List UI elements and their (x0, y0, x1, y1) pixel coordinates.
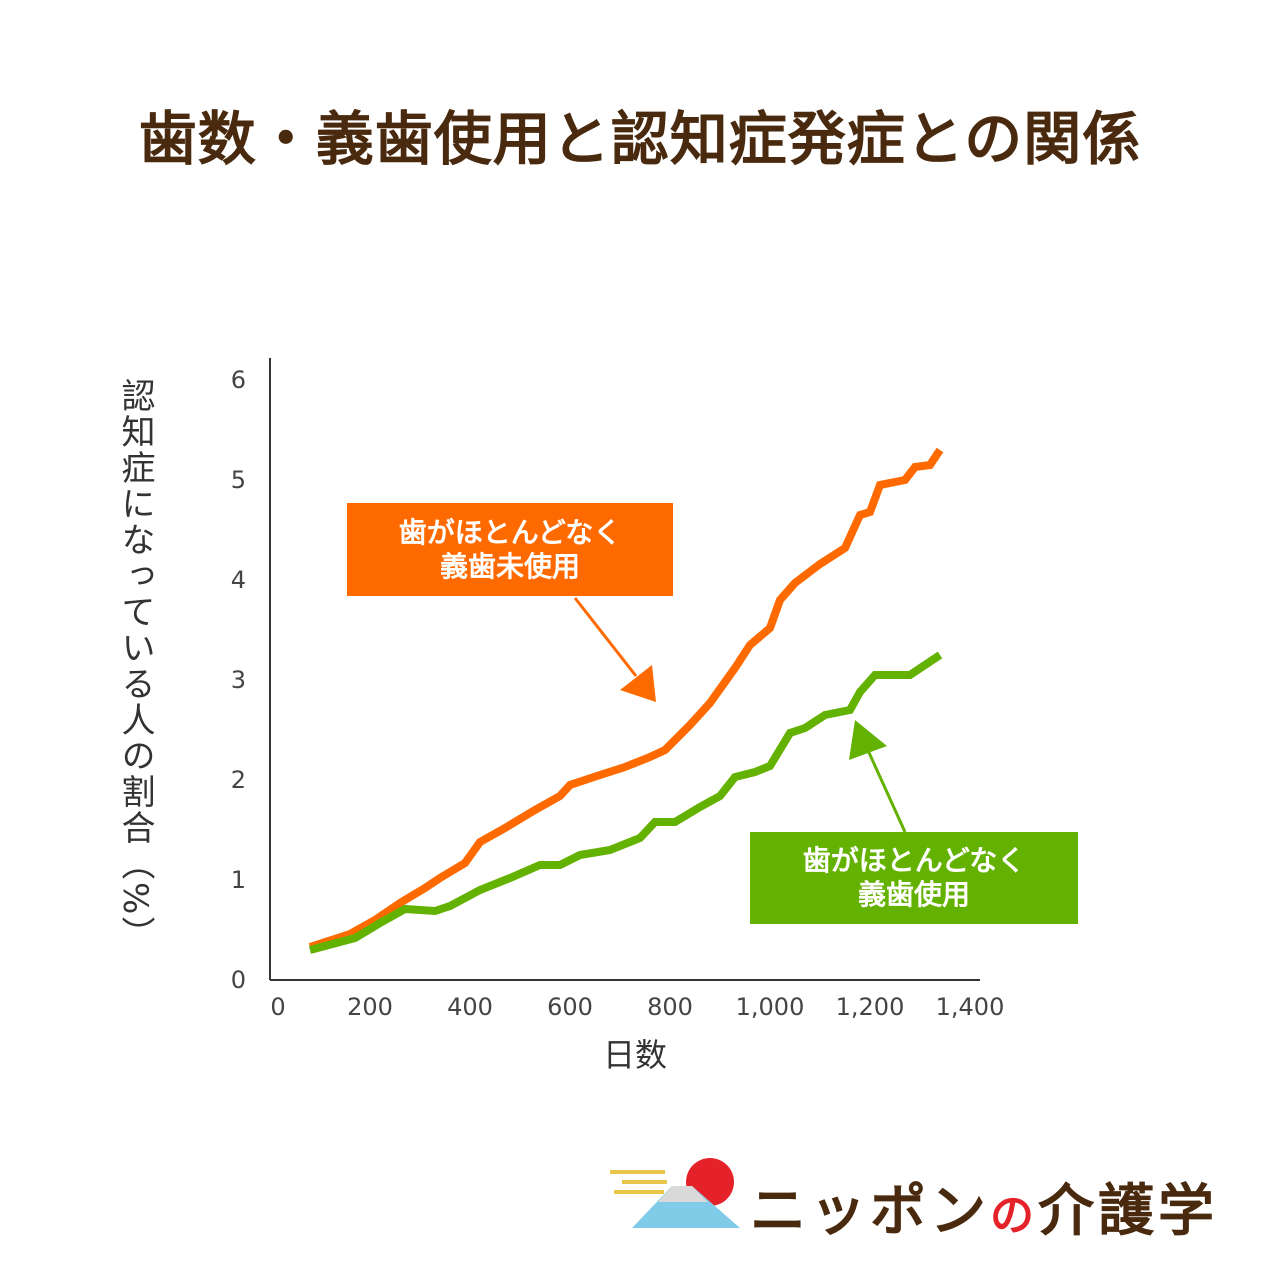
chart-ticks: 0 200 400 600 800 1,000 1,200 1,400 0 1 2 3 4 5 6 (231, 366, 1005, 1021)
callout-no-denture-line2: 義歯未使用 (439, 549, 580, 583)
page-title: 歯数・義歯使用と認知症発症との関係 (138, 105, 1142, 173)
x-tick-label: 600 (547, 993, 593, 1021)
callout-no-denture: 歯がほとんどなく 義歯未使用 (347, 503, 673, 596)
y-tick-label: 3 (231, 666, 246, 694)
y-tick-label: 2 (231, 766, 246, 794)
chart-axes (269, 358, 980, 981)
callout-arrow-orange-head (620, 665, 656, 702)
mount-fuji-icon (610, 1158, 740, 1228)
x-tick-label: 800 (647, 993, 693, 1021)
y-tick-label: 5 (231, 466, 246, 494)
brand-logo: ニッポンの介護学 (610, 1152, 1250, 1244)
y-tick-label: 0 (231, 966, 246, 994)
x-tick-label: 400 (447, 993, 493, 1021)
chart-arrows (573, 597, 907, 833)
brand-name-tail: 介護学 (1038, 1179, 1218, 1244)
callout-with-denture-line2: 義歯使用 (857, 878, 970, 911)
x-tick-label: 200 (347, 993, 393, 1021)
callout-arrow-green-head (849, 720, 887, 760)
callout-with-denture-line1: 歯がほとんどなく (802, 844, 1026, 878)
chart-series (308, 447, 944, 954)
callout-with-denture: 歯がほとんどなく 義歯使用 (750, 832, 1078, 924)
callout-arrow-orange-line (573, 597, 638, 677)
x-tick-label: 1,400 (936, 993, 1005, 1021)
x-tick-label: 0 (270, 993, 285, 1021)
x-tick-label: 1,200 (836, 993, 905, 1021)
brand-name-main: ニッポン (750, 1179, 990, 1244)
series-line-with-denture (308, 651, 943, 954)
x-axis-label: 日数 (602, 1036, 667, 1074)
y-tick-label: 1 (231, 866, 246, 894)
x-tick-label: 1,000 (736, 993, 805, 1021)
y-tick-label: 6 (231, 366, 246, 394)
y-tick-label: 4 (231, 566, 246, 594)
y-axis-label: 認知症になっている人の割合（%） (115, 378, 155, 953)
brand-name-no: の (990, 1190, 1038, 1241)
brand-name: ニッポンの介護学 (750, 1166, 1218, 1247)
callout-arrow-green-line (864, 745, 907, 833)
callout-no-denture-line1: 歯がほとんどなく (398, 515, 622, 549)
series-line-no-denture (308, 447, 944, 951)
